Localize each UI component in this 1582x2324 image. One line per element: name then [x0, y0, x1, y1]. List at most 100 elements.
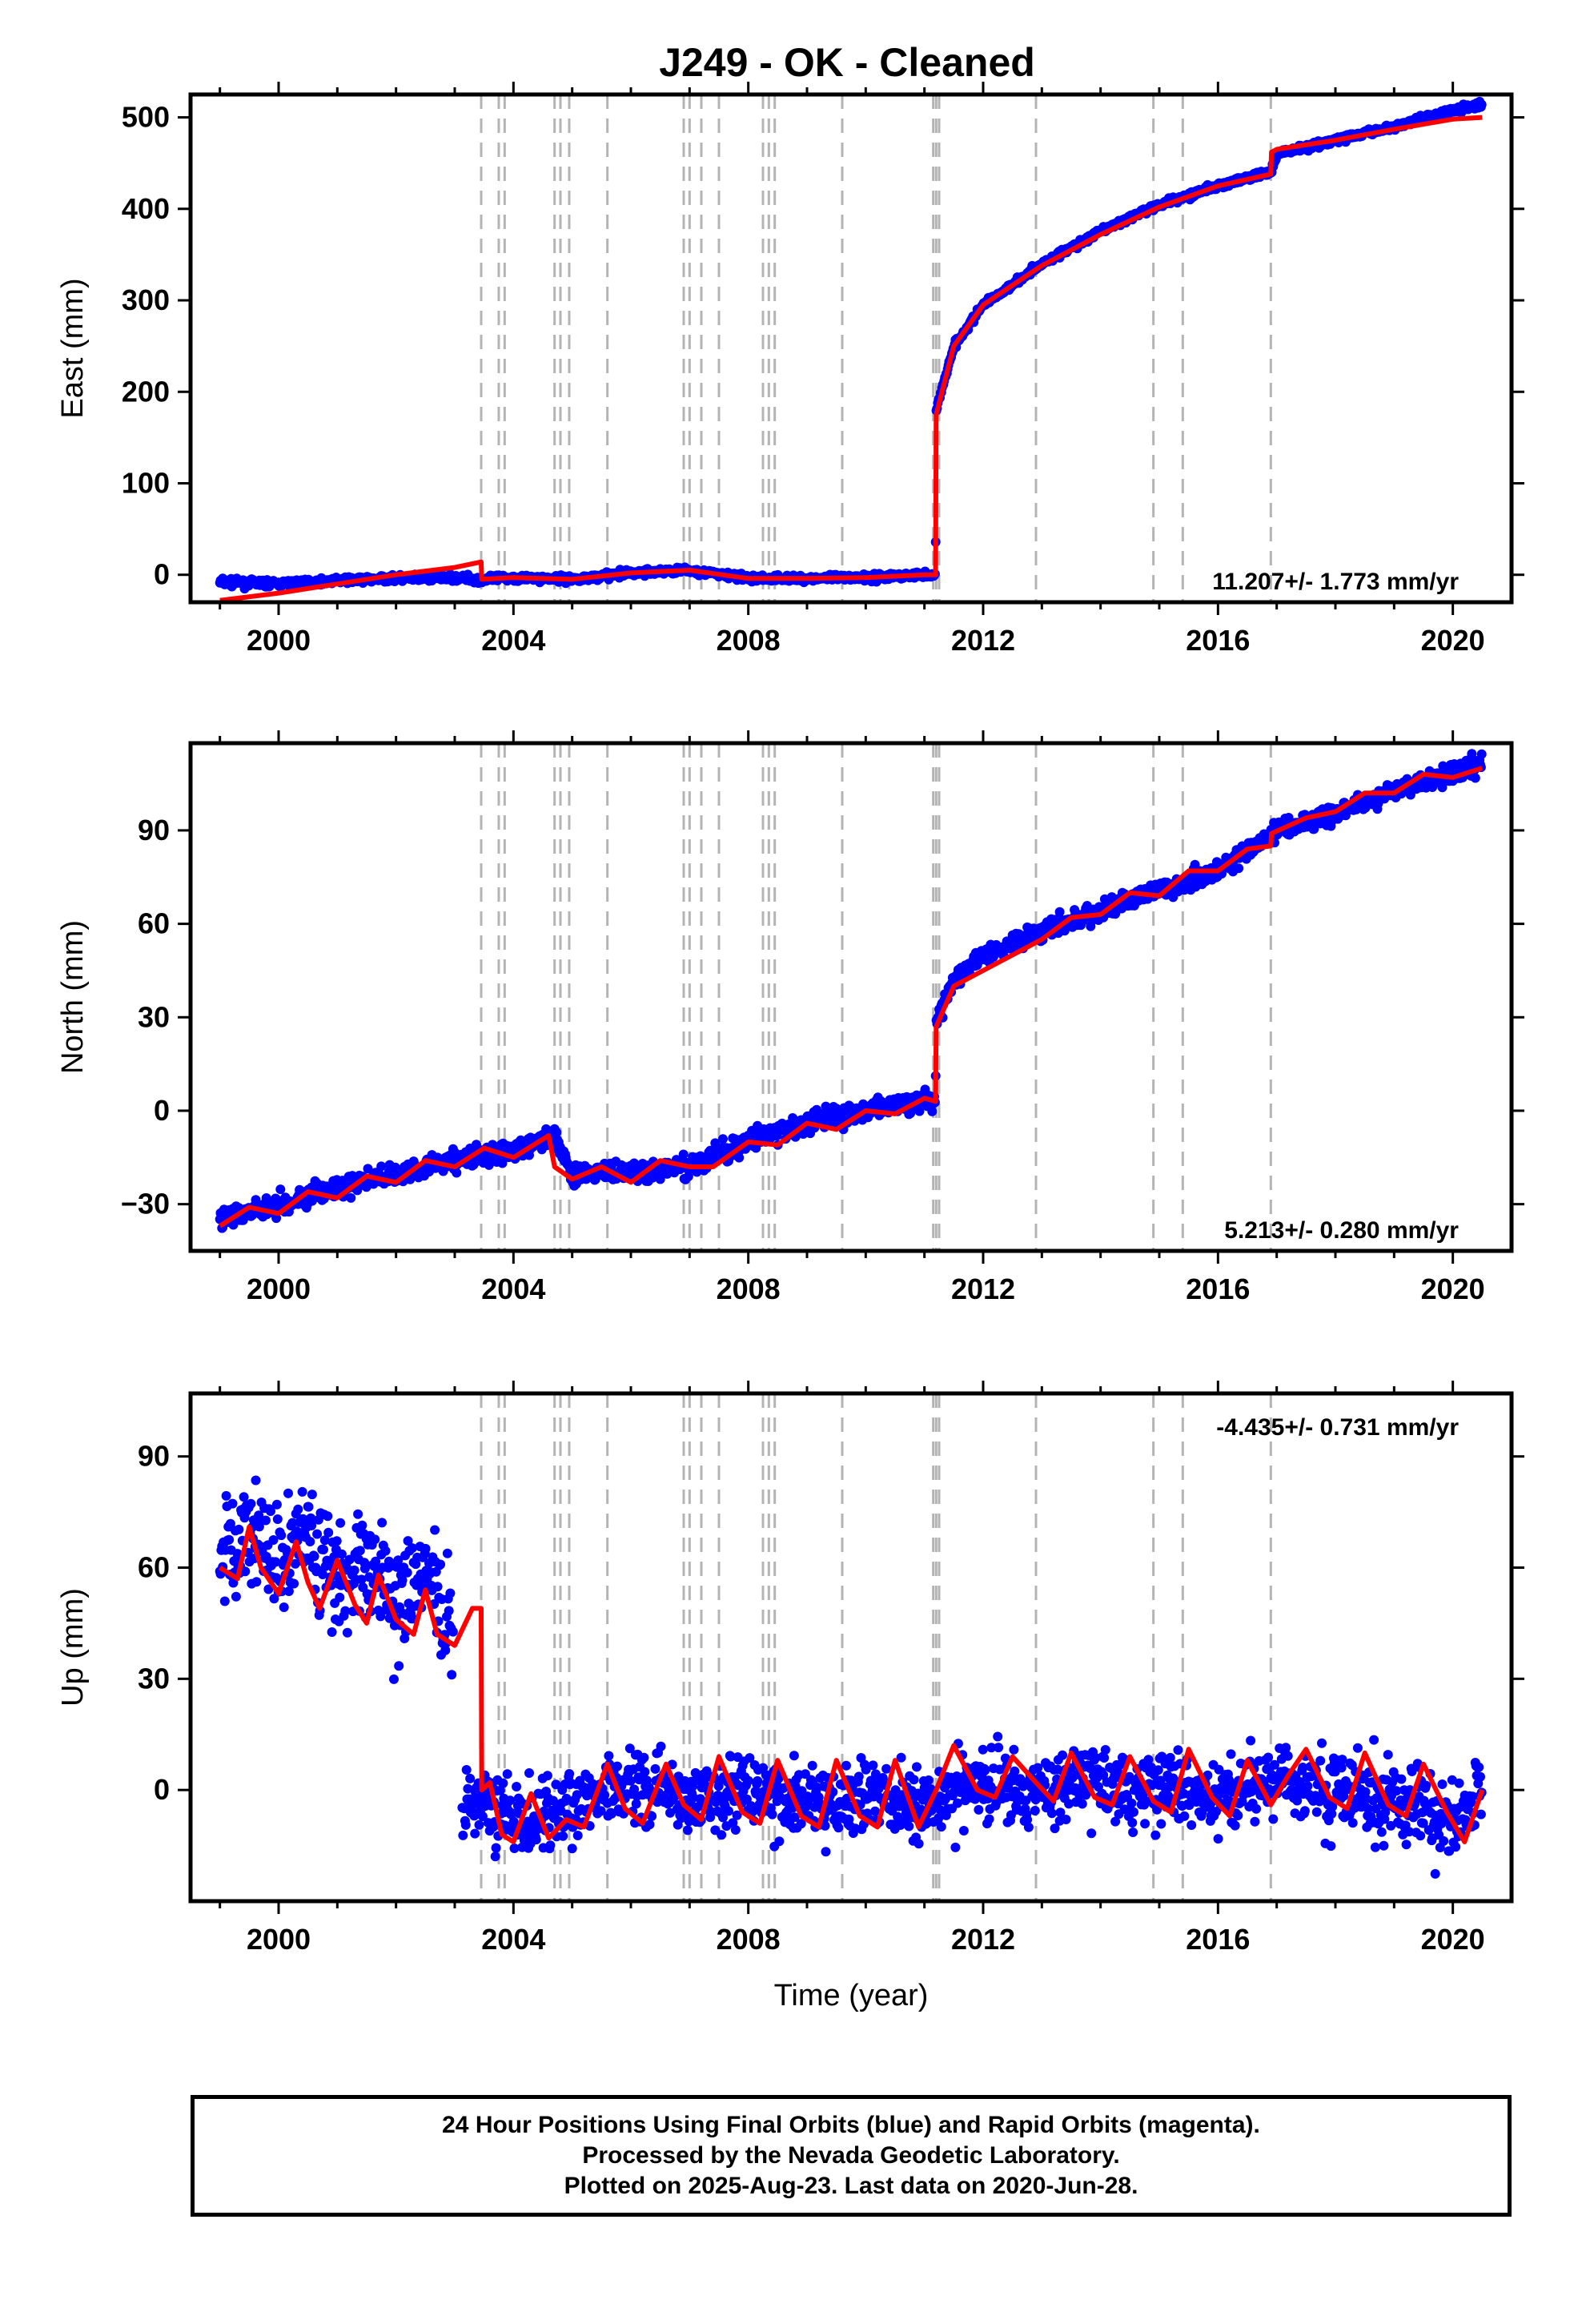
observation-point-1084	[986, 1743, 997, 1753]
observation-point-592	[640, 1767, 650, 1777]
observation-point-711	[724, 1806, 733, 1816]
observation-point-321	[440, 1645, 451, 1655]
observation-point-723	[732, 1810, 742, 1820]
observation-point-1009	[934, 1813, 944, 1823]
observation-point-171	[335, 1592, 345, 1602]
observation-point-231	[377, 1518, 387, 1528]
observation-point-1096	[994, 1764, 1005, 1775]
observation-point-339	[461, 1765, 472, 1775]
observation-point-867	[833, 1823, 844, 1833]
observation-point-160	[327, 1627, 337, 1637]
observation-point-849	[821, 1847, 831, 1857]
observation-point-397	[502, 1769, 512, 1779]
observation-point-77	[268, 1535, 279, 1545]
observation-point-248	[389, 1674, 399, 1684]
observation-points	[215, 96, 1487, 594]
x-tick-label-2008: 2008	[717, 624, 781, 657]
observation-point-14	[224, 1534, 235, 1545]
observation-point-293	[420, 1543, 431, 1554]
y-tick-label-3: 60	[138, 907, 170, 940]
observation-point-1185	[1058, 1750, 1068, 1760]
observation-point-541	[604, 1751, 614, 1761]
observation-point-135	[309, 1551, 319, 1562]
observation-point-83	[272, 1514, 283, 1524]
observation-point-332	[448, 1626, 458, 1637]
observation-point-26	[232, 1549, 243, 1559]
observation-point-878	[841, 1760, 851, 1771]
observation-point-334	[458, 1830, 468, 1840]
observation-point-98	[283, 1488, 293, 1498]
observation-point-956	[896, 1752, 906, 1763]
observation-point-804	[789, 1751, 799, 1761]
observation-point-407	[509, 1844, 520, 1853]
observation-point-1778	[1467, 749, 1477, 759]
observation-point-112	[293, 1504, 303, 1514]
observation-point-438	[531, 1835, 541, 1845]
observation-point-310	[432, 1582, 443, 1592]
observation-point-344	[465, 1773, 476, 1783]
observation-point-404	[507, 1808, 517, 1819]
observation-point-326	[444, 1606, 454, 1616]
observation-point-1072	[978, 1744, 988, 1755]
observation-point-1045	[958, 1826, 969, 1835]
observation-point-45	[246, 1498, 256, 1509]
observation-point-127	[303, 1502, 314, 1512]
observation-point-1146	[1030, 1806, 1040, 1815]
y-tick-label-1: 0	[154, 1094, 170, 1127]
observation-point-229	[375, 1611, 386, 1622]
observation-point-254	[393, 1555, 404, 1566]
observation-point-401	[505, 1795, 516, 1806]
panel-east: 2000 2004 2008 2012 2016 20200100200300400500…	[56, 82, 1524, 657]
observation-point-659	[678, 1149, 689, 1160]
observation-point-131	[307, 1521, 317, 1530]
observation-point-147	[318, 1570, 328, 1579]
observation-point-28	[234, 1524, 244, 1534]
observation-point-1094	[994, 1743, 1004, 1753]
observation-point-328	[445, 1588, 456, 1598]
observation-point-24	[231, 1591, 241, 1602]
observation-point-255	[394, 1661, 404, 1671]
observation-point-337	[452, 1168, 462, 1178]
observation-point-476	[558, 1831, 568, 1841]
observation-point-839	[813, 1792, 824, 1803]
observation-point-197	[353, 1509, 363, 1519]
y-tick-label-4: 90	[138, 814, 170, 846]
observation-point-1137	[1023, 1822, 1034, 1832]
x-tick-label-2012: 2012	[951, 1273, 1015, 1305]
observation-point-530	[596, 1806, 606, 1816]
observation-point-1081	[984, 1814, 994, 1824]
observation-point-454	[542, 1771, 552, 1781]
observation-point-1447	[1234, 863, 1244, 874]
observation-point-381	[491, 1843, 501, 1853]
observation-point-1783	[1470, 773, 1480, 783]
observation-point-978	[912, 1762, 921, 1772]
observation-point-906	[861, 1764, 871, 1775]
observation-point-615	[656, 1741, 666, 1751]
observation-point-362	[477, 1811, 488, 1822]
observation-point-338	[460, 1819, 471, 1830]
observation-point-714	[725, 1751, 736, 1762]
observation-point-73	[266, 1506, 275, 1516]
observation-point-222	[371, 1556, 381, 1566]
observation-point-174	[336, 1549, 347, 1559]
observation-point-481	[561, 1793, 572, 1803]
observation-point-485	[564, 1769, 575, 1779]
observation-point-741	[745, 1753, 755, 1763]
x-tick-label-2012: 2012	[951, 624, 1015, 657]
observation-point-626	[655, 1174, 665, 1184]
observation-point-80	[271, 1557, 281, 1567]
observation-point-150	[319, 1535, 330, 1546]
observation-point-1150	[1033, 1763, 1043, 1773]
observation-point-88	[276, 1530, 287, 1541]
observation-point-203	[357, 1520, 367, 1530]
observation-point-746	[748, 1805, 758, 1815]
observation-point-1075	[980, 1765, 990, 1775]
observation-point-995	[923, 1775, 934, 1785]
model-fit-line	[219, 766, 1484, 1228]
observation-point-1170	[1046, 1808, 1057, 1819]
observation-point-53	[251, 1577, 262, 1587]
observation-point-52	[251, 1475, 261, 1486]
observation-point-553	[612, 1761, 622, 1771]
observation-point-10	[221, 1490, 231, 1501]
